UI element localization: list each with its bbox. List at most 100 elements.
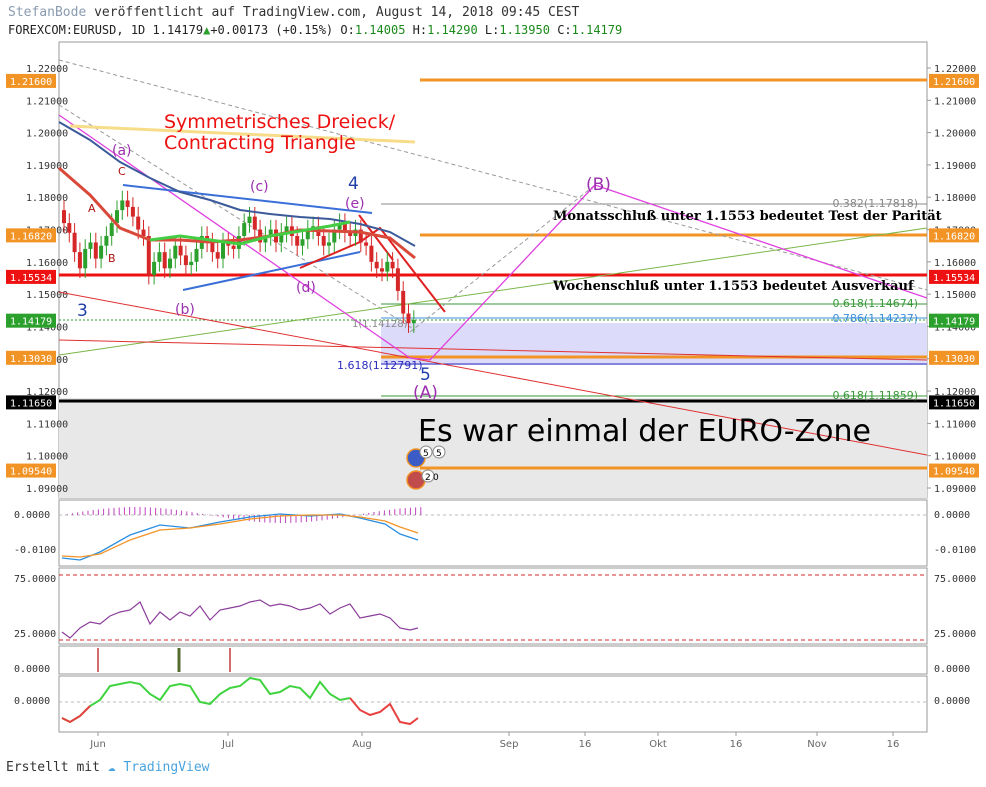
fib-618b-label: 0.618(1.11859) [832, 389, 918, 402]
pane-axis-left-3-0: 0.0000 [14, 696, 50, 707]
price-tick-right-11: 1.11000 [934, 419, 976, 430]
candle-body [295, 236, 300, 246]
price-label-left-3: 1.14179 [10, 317, 52, 328]
price-label-right-1: 1.16820 [933, 231, 975, 242]
signal-line [61, 514, 419, 558]
us-event-icon[interactable]: 2 0 [406, 469, 439, 490]
candle-body [157, 252, 162, 262]
candle-body [83, 248, 88, 269]
price-tick-right-0: 1.22000 [934, 64, 976, 75]
price-label-left-2: 1.15534 [10, 273, 52, 284]
candle-body [88, 242, 93, 249]
candle-body [411, 320, 416, 324]
candle-body [62, 210, 66, 224]
candle-body [252, 216, 257, 230]
price-label-right-box [929, 73, 979, 88]
time-label-2: Aug [352, 739, 372, 750]
candle-body [136, 216, 141, 230]
eu-event-count-2: 5 [436, 449, 442, 459]
close-label: C: [557, 23, 572, 37]
symbol-label: FOREXCOM:EURUSD, 1D [8, 23, 146, 37]
pane-axis-left-0-1: -0.0100 [14, 545, 56, 556]
price-label-left-0: 1.21600 [10, 77, 52, 88]
oscillator-pane[interactable] [58, 675, 928, 733]
price-label-right-box [929, 228, 979, 243]
high-label: H: [412, 23, 428, 37]
time-label-8: 16 [887, 739, 900, 750]
candle-body [189, 261, 194, 266]
eu-event-icon[interactable]: 5 5 [406, 445, 446, 468]
time-label-4: 16 [579, 739, 592, 750]
price-label-left-box [6, 228, 56, 243]
price-tick-left-8: 1.14000 [26, 322, 68, 333]
author-name[interactable]: StefanBode [8, 5, 87, 20]
candle-body [178, 245, 183, 256]
price-tick-right-12: 1.10000 [934, 452, 976, 463]
oscillator-line [61, 676, 419, 726]
pane-axis-left-1-1: 25.0000 [14, 629, 56, 640]
price-label-left-box [6, 269, 56, 284]
price-tick-right-7: 1.15000 [934, 290, 976, 301]
price-tick-left-7: 1.15000 [26, 290, 68, 301]
price-tick-right-3: 1.19000 [934, 161, 976, 172]
candle-body [146, 236, 151, 275]
pane-axis-left-0-0: 0.0000 [14, 510, 50, 521]
price-label-right-box [929, 313, 979, 328]
candle-body [284, 226, 289, 233]
pane-axis-left-1-0: 75.0000 [14, 574, 56, 585]
candle-body [263, 236, 268, 243]
price-tick-left-0: 1.22000 [26, 64, 68, 75]
fib-382-label: 0.382(1.17818) [832, 197, 918, 210]
yellow-ma [69, 124, 416, 144]
macd-pane[interactable] [58, 499, 928, 567]
close-value: 1.14179 [571, 23, 623, 37]
price-label-left-5: 1.11650 [10, 398, 52, 409]
candle-body [120, 200, 125, 211]
candle-body [305, 229, 310, 240]
price-tick-right-13: 1.09000 [934, 484, 976, 495]
tradingview-logo-icon[interactable]: ☁ [107, 760, 116, 775]
candle-body [125, 200, 130, 207]
candle-body [104, 236, 109, 246]
last-price: 1.14179 [152, 23, 204, 37]
candle-body [358, 229, 363, 243]
low-value: 1.13950 [499, 23, 550, 37]
open-label: O: [340, 23, 355, 37]
volume-pane[interactable] [58, 645, 928, 675]
high-value: 1.14290 [427, 23, 478, 37]
chart-header-line-2: FOREXCOM:EURUSD, 1D 1.14179▲+0.00173 (+0… [8, 23, 622, 37]
candle-body [162, 252, 167, 269]
candle-body [93, 242, 98, 259]
sub-wave-B: B [108, 252, 116, 265]
price-label-right-6: 1.09540 [933, 467, 975, 478]
price-tick-left-1: 1.21000 [26, 96, 68, 107]
dashed-projection [409, 184, 596, 333]
red-trendline-2 [58, 339, 928, 361]
candle-body [337, 223, 342, 230]
gray-zone [59, 398, 927, 498]
price-tick-left-6: 1.16000 [26, 258, 68, 269]
price-tick-left-3: 1.19000 [26, 161, 68, 172]
osc-red [349, 697, 419, 726]
moving-averages [58, 121, 416, 260]
time-label-6: 16 [730, 739, 743, 750]
candle-body [268, 229, 273, 236]
candle-body [406, 313, 411, 324]
rsi-pane[interactable] [58, 567, 928, 645]
candle-body [395, 268, 400, 291]
tradingview-link[interactable]: TradingView [123, 760, 210, 775]
pattern-title-line-2: Contracting Triangle [164, 132, 356, 154]
open-value: 1.14005 [354, 23, 406, 37]
price-tick-left-13: 1.09000 [26, 484, 68, 495]
dashed-trendline-2 [58, 104, 416, 331]
candle-body [72, 232, 77, 253]
ma-red [58, 166, 416, 260]
ma-green [149, 220, 351, 246]
candle-body [141, 229, 146, 236]
weekly-close-note: Wochenschluß unter 1.1553 bedeutet Ausve… [552, 279, 915, 294]
price-label-left-box [6, 463, 56, 478]
candle-body [152, 261, 157, 275]
candle-body [173, 245, 178, 259]
monthly-close-note: Monatsschluß unter 1.1553 bedeutet Test … [553, 209, 942, 224]
